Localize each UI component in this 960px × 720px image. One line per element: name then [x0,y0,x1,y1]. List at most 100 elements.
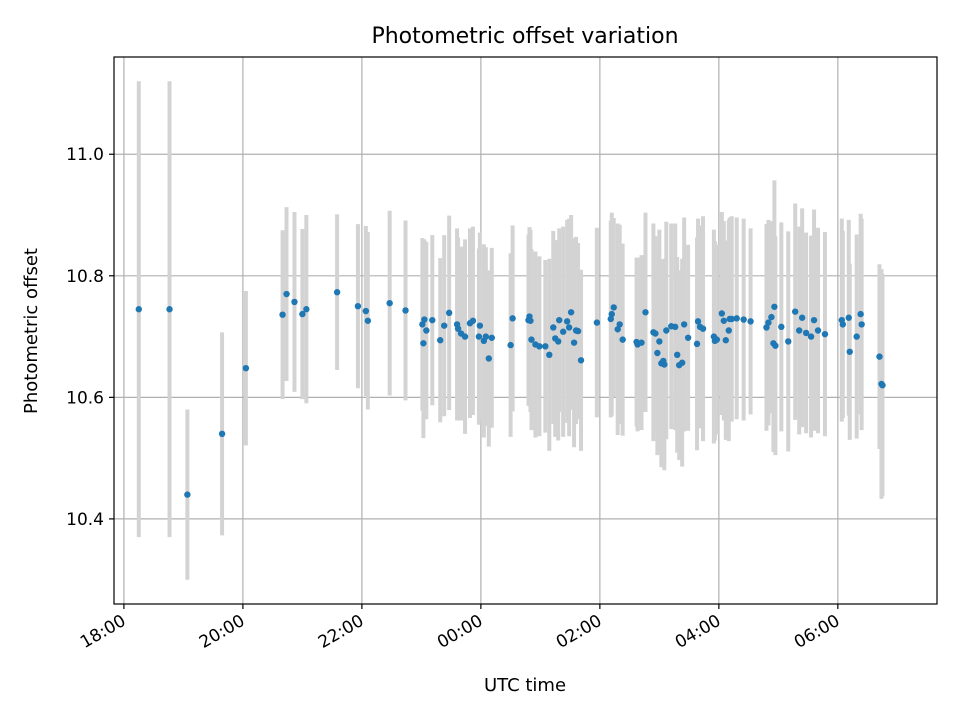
x-tick-label: 04:00 [672,611,724,653]
x-tick-label: 06:00 [791,611,843,653]
data-point [725,327,732,334]
data-point [593,319,601,326]
data-point [475,333,483,340]
data-point [184,491,191,498]
data-point [879,382,886,389]
data-point [661,361,668,368]
data-point [402,307,409,314]
data-point [364,317,372,324]
data-point [454,325,462,332]
data-point [299,310,306,318]
data-point [242,364,250,372]
data-point [419,321,426,328]
data-point [440,322,448,329]
data-point [846,348,853,355]
data-point [608,310,615,318]
data-point [528,336,535,343]
error-bars [136,81,885,580]
data-point [857,310,864,318]
data-point [362,307,370,315]
data-point [680,321,688,328]
data-point [565,324,573,331]
data-point [652,330,659,337]
data-point [135,306,142,313]
data-point [858,321,865,328]
data-point [461,333,469,340]
data-point [663,327,670,334]
data-point [656,338,663,345]
x-tick-label: 20:00 [196,611,248,653]
data-point [778,323,785,331]
data-point [795,327,803,334]
data-point [792,308,799,315]
data-point [423,327,430,334]
data-point [839,321,847,328]
data-point [488,334,495,341]
data-point [445,309,453,317]
data-point [807,333,815,340]
data-point [740,316,747,323]
x-tick-label: 00:00 [434,611,486,653]
data-point [218,430,226,438]
data-point [785,338,792,345]
data-point [283,290,290,298]
data-point [607,315,614,323]
x-axis-label: UTC time [484,675,566,696]
data-point [574,327,582,335]
data-point [420,340,427,347]
data-point [303,306,310,313]
data-point [279,311,286,318]
data-point [684,334,692,341]
data-point [166,306,173,313]
data-point [821,330,829,338]
data-point [845,314,852,321]
data-point [559,328,567,335]
data-point [771,303,778,310]
plot-frame [113,56,938,605]
data-point [542,343,549,350]
data-point [437,337,444,344]
data-point [768,313,775,321]
y-axis-ticks: 10.4 10.6 10.8 11.0 [66,145,114,530]
x-tick-label: 02:00 [553,611,605,653]
data-point [728,315,735,323]
data-point [485,355,493,362]
data-point [570,339,578,346]
data-point [546,351,553,359]
data-points [135,289,886,498]
data-point [556,316,563,324]
data-point [765,319,772,326]
data-point [720,317,728,324]
data-point [333,289,341,296]
data-point [354,302,362,310]
data-point [699,325,707,332]
data-point [672,323,679,331]
data-point [563,318,571,325]
data-point [642,309,649,316]
data-point [814,327,822,334]
data-point [718,310,726,317]
data-point [555,338,562,345]
x-axis-ticks: 18:00 20:00 22:00 00:00 02:00 04:00 06:00 [77,604,843,653]
data-point [476,322,484,329]
data-point [550,324,557,331]
data-point [810,316,818,324]
data-point [853,333,860,340]
data-point [733,315,740,322]
data-point [291,298,298,306]
data-point [713,336,721,343]
y-tick-label: 10.8 [66,267,104,287]
data-point [507,341,514,349]
x-tick-label: 22:00 [315,611,367,653]
data-point [429,316,436,324]
y-axis-label: Photometric offset [21,248,42,414]
data-point [798,314,806,321]
data-point [616,321,623,328]
data-point [763,324,770,331]
data-point [747,318,754,325]
data-point [772,342,779,349]
data-point [509,315,516,322]
data-point [386,299,393,307]
data-point [802,329,810,337]
